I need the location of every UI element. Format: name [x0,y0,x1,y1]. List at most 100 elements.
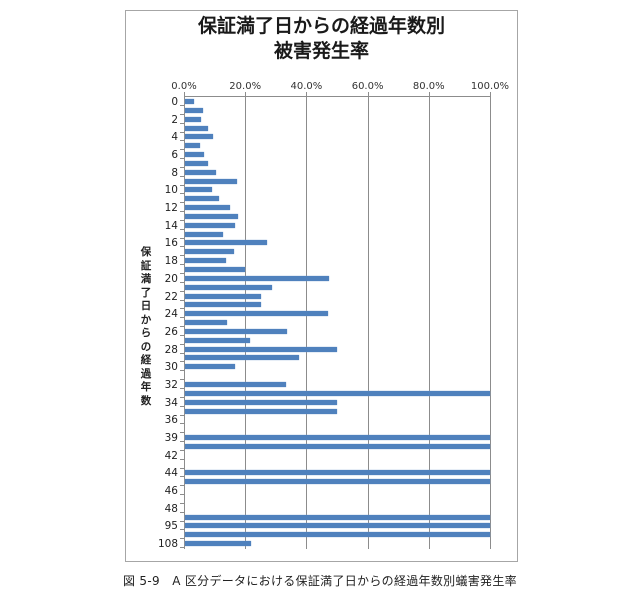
bar-row [180,124,490,133]
y-tick-label: 26 [164,325,178,338]
y-tick-label: 48 [164,502,178,515]
y-tick-mark [180,237,184,239]
bar-row: 22 [165,291,490,303]
gridline [490,96,491,549]
y-tick-mark [180,441,184,443]
bar [185,364,236,370]
bar-row [180,495,490,504]
y-tick-mark [180,538,184,540]
gridline [428,96,430,549]
bar-row: 18 [165,255,490,267]
bar-row: 2 [171,114,490,126]
bar [185,99,195,104]
y-tick-mark [180,317,184,319]
bar [185,205,231,211]
plot-area: 0.0% 20.0% 40.0% 60.0% 80.0% 100.0% 0 2 4 6 8 10 12 1… [158,81,509,550]
bar-row: 26 [165,326,490,338]
y-tick-label: 32 [164,378,178,391]
bar-row: 36 [165,414,490,426]
y-tick-label: 42 [164,449,178,462]
x-tick-label: 100.0% [470,81,510,92]
bar [185,187,213,193]
bar-row: 20 [165,273,490,285]
y-tick-mark [180,449,184,451]
y-tick-mark [180,414,184,416]
bar [185,258,227,264]
bar [185,532,490,538]
x-tick-label: 20.0% [229,81,262,92]
y-tick-label: 44 [164,467,178,480]
bar-row: 16 [165,237,490,249]
bar-row [180,194,490,204]
chart-title: 保証満了日からの経過年数別 被害発生率 [125,14,518,64]
y-tick-mark [180,502,184,504]
y-tick-label: 4 [171,131,178,144]
y-tick-mark [180,202,184,204]
bar-row: 108 [158,538,490,550]
bar [185,240,268,246]
y-tick-mark [180,361,184,363]
y-tick-mark [180,511,184,513]
bar-row [180,177,490,186]
y-tick-mark [180,405,184,407]
y-tick-label: 28 [164,343,178,356]
bar-row [180,265,490,275]
y-tick-mark [180,105,184,106]
y-tick-label: 30 [164,361,178,374]
bar [185,355,299,361]
y-tick-label: 0 [171,96,178,108]
bar [185,213,239,219]
bar [185,116,202,122]
y-tick-label: 12 [164,202,178,215]
chart-title-line-1: 保証満了日からの経過年数別 [197,15,445,37]
bar [185,231,224,237]
y-tick-mark [180,326,184,328]
y-tick-mark [180,273,184,275]
bar [185,134,214,140]
bar [185,514,490,520]
bar-row [180,353,490,363]
bar-row: 14 [165,220,490,232]
bar [185,337,250,343]
bar [185,160,209,166]
bar-row [180,247,490,257]
bar-row [180,513,490,522]
bar-row: 0 [171,96,490,108]
bar-row [180,424,490,434]
bar [185,541,252,547]
y-tick-mark [180,184,184,186]
x-tick-label: 40.0% [290,81,323,92]
y-tick-mark [180,290,184,292]
bar-row [180,336,490,345]
bar-row: 48 [165,503,490,515]
bar-row: 12 [165,202,490,214]
y-tick-mark [180,379,184,381]
y-tick-mark [180,175,184,177]
bar [185,399,337,405]
bar [185,107,203,113]
gridline [367,96,369,549]
bar-row [180,212,490,221]
bar-row: 46 [165,485,490,497]
bar-row [180,141,490,151]
bar-row [180,530,490,540]
bar-row: 32 [165,379,490,391]
figure-caption: 図 5-9 A 区分データにおける保証満了日からの経過年数別蟻害発生率 [123,574,517,588]
bar-row [180,389,490,398]
bar-row [180,106,490,115]
y-tick-mark [180,308,184,310]
y-tick-mark [180,131,184,133]
y-tick-mark [180,166,184,168]
y-tick-mark [180,520,184,522]
y-tick-label: 36 [164,414,178,427]
bar-row: 10 [165,184,490,196]
y-tick-label: 34 [164,396,178,409]
y-tick-mark [180,370,184,372]
bar-row: 8 [171,167,490,179]
y-tick-label: 6 [171,149,178,162]
y-tick-mark [180,423,184,425]
bar [185,381,286,387]
y-tick-mark [180,255,184,257]
bar-row [180,318,490,328]
y-tick-mark [180,149,184,151]
